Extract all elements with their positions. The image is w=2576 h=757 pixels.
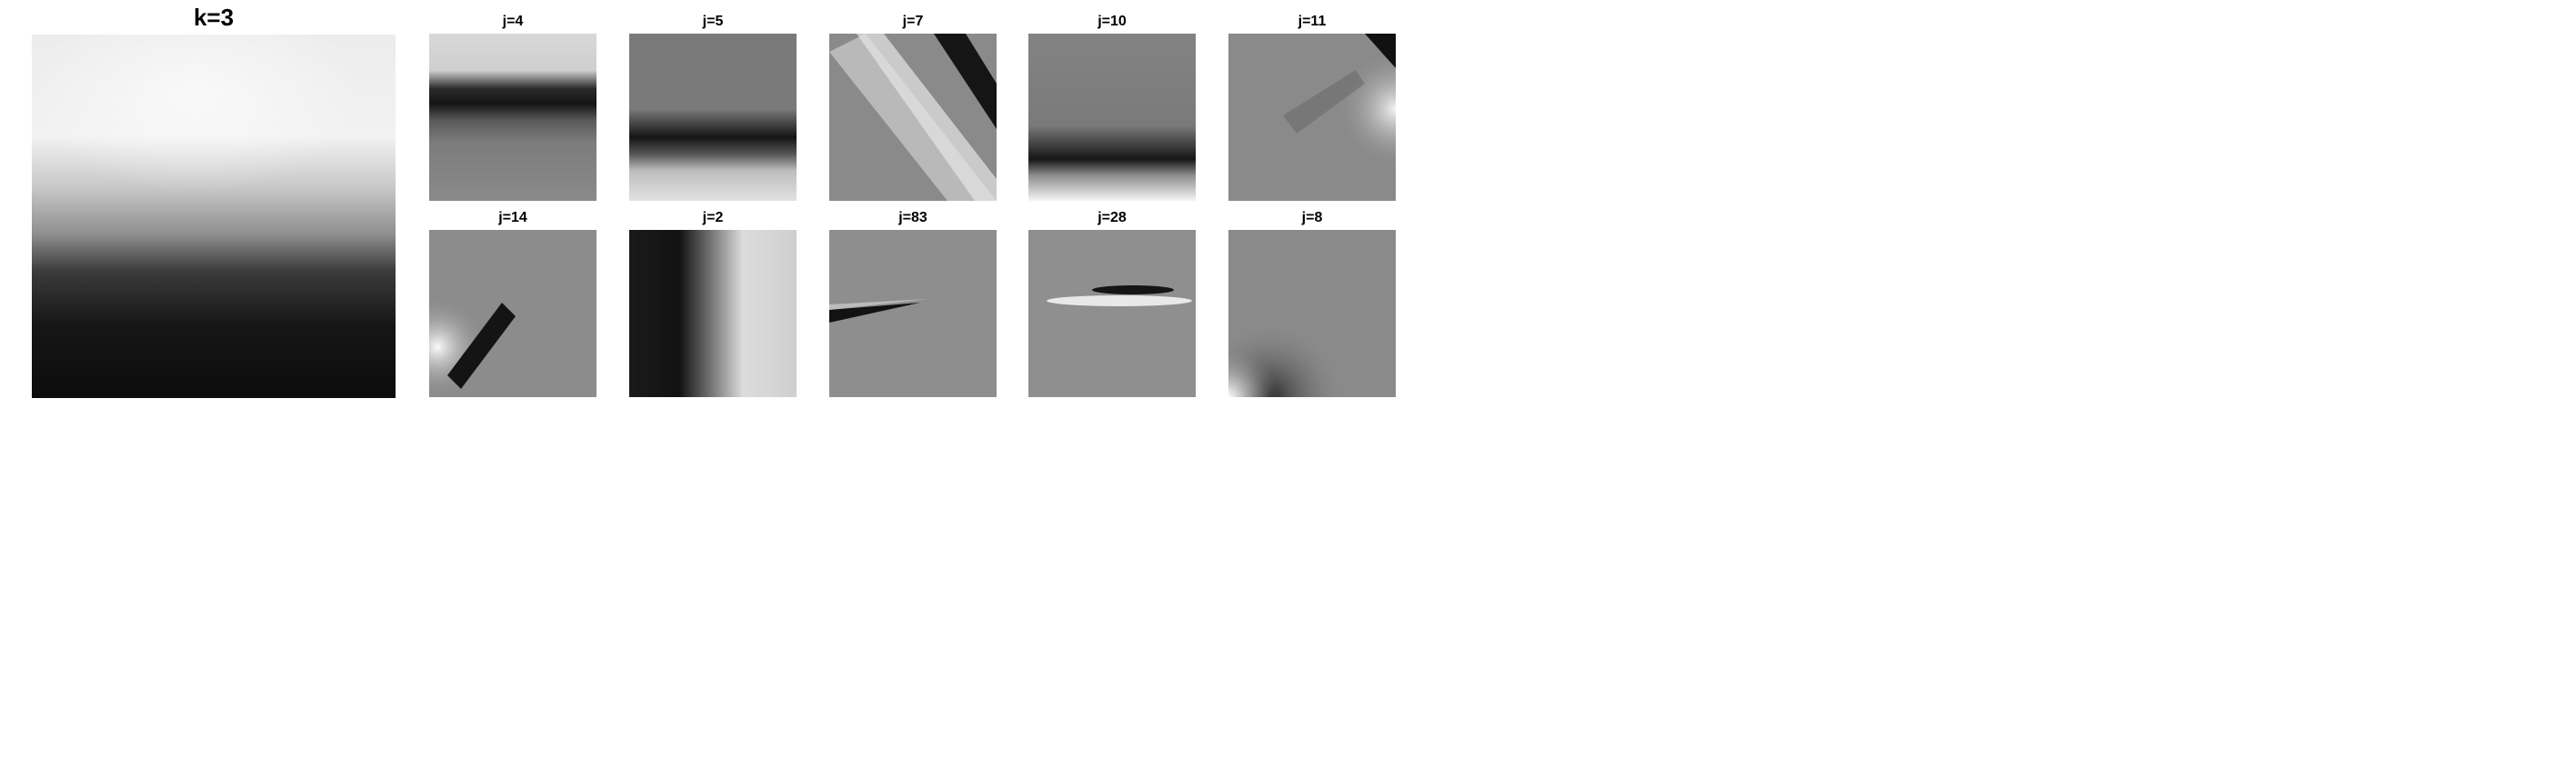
tile-title: j=83 <box>898 210 927 225</box>
filter-j10-icon <box>1028 34 1196 201</box>
tile-title: j=2 <box>702 210 724 225</box>
filter-j83-icon <box>829 230 997 397</box>
filter-j2-icon <box>629 230 797 397</box>
tile-j14: j=14 <box>429 210 596 397</box>
tile-j11: j=11 <box>1228 14 1396 201</box>
tile-j2: j=2 <box>629 210 797 397</box>
filter-j11-icon <box>1228 34 1396 201</box>
tile-title: j=7 <box>902 14 924 29</box>
tile-title: j=4 <box>502 14 524 29</box>
tile-title: j=10 <box>1098 14 1127 29</box>
main-panel: k=3 <box>32 4 396 398</box>
filter-j7-icon <box>829 34 997 201</box>
filter-j28-icon <box>1028 230 1196 397</box>
tile-title: j=5 <box>702 14 724 29</box>
tile-j10: j=10 <box>1028 14 1196 201</box>
filter-j14-icon <box>429 230 596 397</box>
tile-title: j=28 <box>1098 210 1127 225</box>
tile-title: j=8 <box>1301 210 1323 225</box>
filter-j5-icon <box>629 34 797 201</box>
filter-j4-icon <box>429 34 596 201</box>
tile-j28: j=28 <box>1028 210 1196 397</box>
tile-title: j=14 <box>498 210 527 225</box>
tile-j7: j=7 <box>829 14 997 201</box>
filter-j8-icon <box>1228 230 1396 397</box>
main-panel-title: k=3 <box>193 4 235 31</box>
tile-j5: j=5 <box>629 14 797 201</box>
tile-j83: j=83 <box>829 210 997 397</box>
tile-title: j=11 <box>1298 14 1327 29</box>
tile-j4: j=4 <box>429 14 596 201</box>
tile-j8: j=8 <box>1228 210 1396 397</box>
main-filter-image <box>32 35 396 398</box>
